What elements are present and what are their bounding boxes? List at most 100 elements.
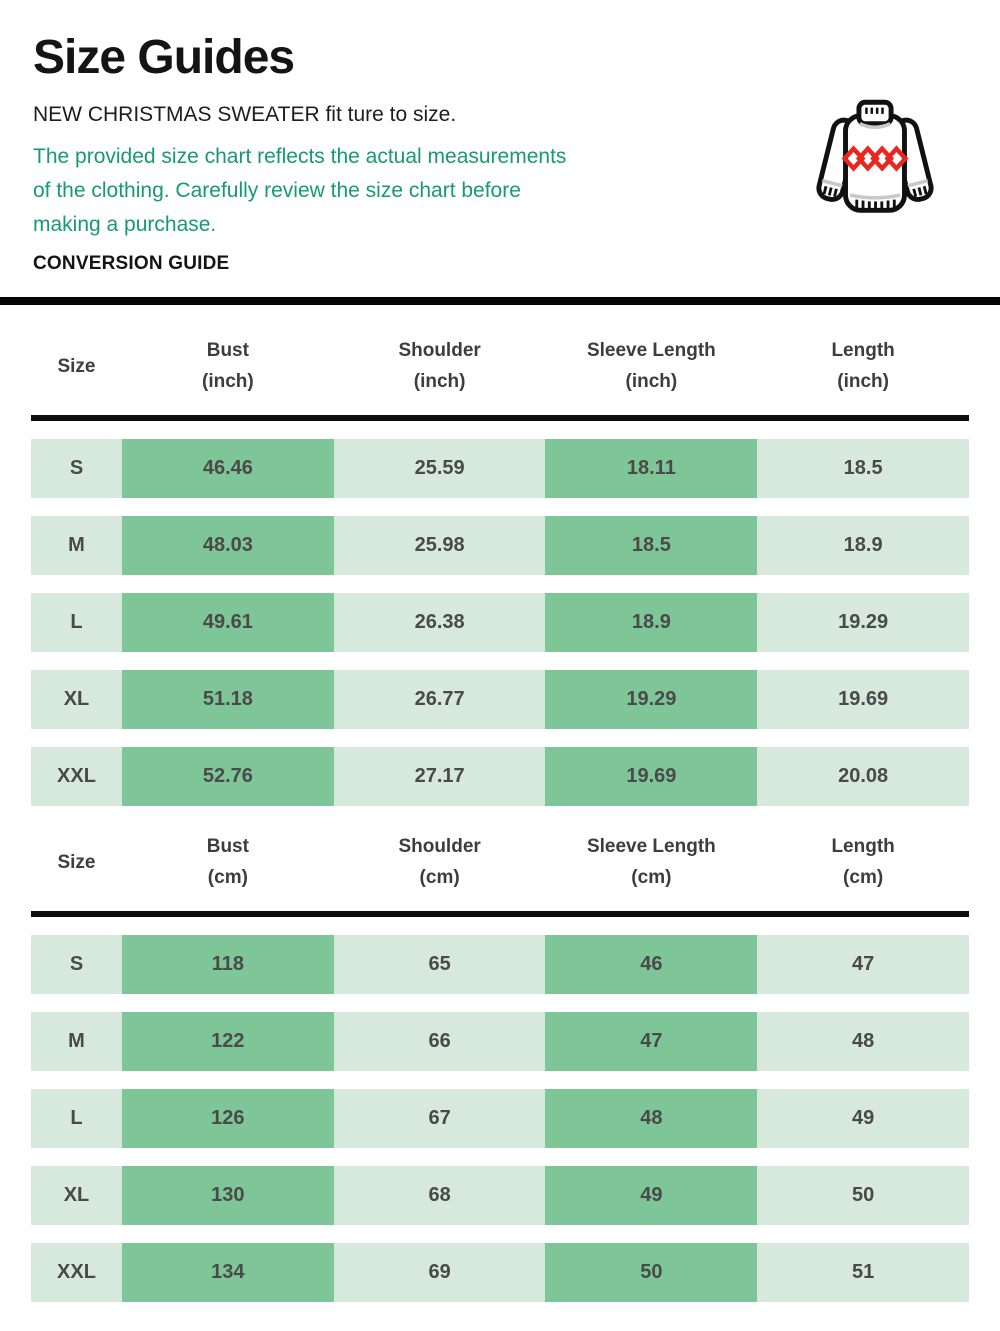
column-label: Bust	[206, 340, 249, 361]
size-cell: XL	[31, 670, 122, 729]
column-header-size: Size	[31, 351, 122, 382]
length-cell: 50	[757, 1166, 969, 1225]
table-row-xl: XL 51.18 26.77 19.29 19.69	[31, 670, 969, 729]
christmas-sweater-icon	[808, 94, 942, 232]
size-cell: S	[31, 935, 122, 994]
table-row-xxl: XXL 134 69 50 51	[31, 1243, 969, 1302]
shoulder-cell: 65	[333, 935, 546, 994]
bust-cell: 130	[121, 1166, 334, 1225]
column-header-length: Length (cm)	[757, 831, 969, 893]
length-cell: 19.69	[757, 670, 969, 729]
shoulder-cell: 27.17	[333, 747, 546, 806]
column-header-sleeve-length: Sleeve Length (cm)	[545, 831, 757, 893]
shoulder-cell: 69	[333, 1243, 546, 1302]
size-cell: L	[31, 1089, 122, 1148]
table-row-s: S 118 65 46 47	[31, 935, 969, 994]
bust-cell: 52.76	[121, 747, 334, 806]
column-header-bust: Bust (inch)	[122, 335, 334, 397]
table-header-row-inch: Size Bust (inch) Shoulder (inch) Sleeve …	[31, 305, 969, 415]
shoulder-cell: 26.38	[333, 593, 546, 652]
length-cell: 20.08	[757, 747, 969, 806]
shoulder-cell: 25.98	[333, 516, 546, 575]
column-unit: (inch)	[837, 371, 889, 392]
length-cell: 19.29	[757, 593, 969, 652]
size-cell: M	[31, 1012, 122, 1071]
note-line: of the clothing. Carefully review the si…	[33, 179, 521, 202]
note-line: making a purchase.	[33, 213, 217, 236]
header-divider-line	[31, 415, 969, 421]
column-unit: (cm)	[419, 867, 460, 888]
column-unit: (inch)	[202, 371, 254, 392]
table-row-l: L 49.61 26.38 18.9 19.29	[31, 593, 969, 652]
size-table-cm: Size Bust (cm) Shoulder (cm) Sleeve Leng…	[31, 806, 969, 1302]
length-cell: 47	[757, 935, 969, 994]
size-cell: M	[31, 516, 122, 575]
table-row-l: L 126 67 48 49	[31, 1089, 969, 1148]
column-header-length: Length (inch)	[757, 335, 969, 397]
column-label: Sleeve Length	[586, 836, 716, 857]
size-cell: L	[31, 593, 122, 652]
table-row-m: M 122 66 47 48	[31, 1012, 969, 1071]
bust-cell: 122	[121, 1012, 334, 1071]
size-cell: S	[31, 439, 122, 498]
conversion-guide-label: CONVERSION GUIDE	[33, 253, 230, 274]
size-table-inch: Size Bust (inch) Shoulder (inch) Sleeve …	[31, 305, 969, 806]
table-row-xxl: XXL 52.76 27.17 19.69 20.08	[31, 747, 969, 806]
bust-cell: 126	[121, 1089, 334, 1148]
page-header: Size Guides NEW CHRISTMAS SWEATER fit tu…	[0, 0, 1000, 275]
column-label: Shoulder	[398, 836, 481, 857]
size-tables: Size Bust (inch) Shoulder (inch) Sleeve …	[31, 305, 969, 1302]
sleeve-cell: 19.29	[545, 670, 758, 729]
sleeve-cell: 50	[545, 1243, 758, 1302]
length-cell: 48	[757, 1012, 969, 1071]
top-divider-bar	[0, 297, 1000, 305]
sleeve-cell: 18.5	[545, 516, 758, 575]
column-unit: (cm)	[631, 867, 672, 888]
header-divider-line	[31, 911, 969, 917]
intro-text: NEW CHRISTMAS SWEATER fit ture to size.	[33, 103, 457, 126]
bust-cell: 46.46	[121, 439, 334, 498]
size-chart-note: The provided size chart reflects the act…	[33, 140, 967, 242]
table-row-s: S 46.46 25.59 18.11 18.5	[31, 439, 969, 498]
column-label: Size	[57, 851, 96, 873]
length-cell: 49	[757, 1089, 969, 1148]
note-line: The provided size chart reflects the act…	[33, 145, 567, 168]
shoulder-cell: 68	[333, 1166, 546, 1225]
bust-cell: 48.03	[121, 516, 334, 575]
sleeve-cell: 46	[545, 935, 758, 994]
column-unit: (cm)	[843, 867, 884, 888]
shoulder-cell: 25.59	[333, 439, 546, 498]
size-cell: XXL	[31, 747, 122, 806]
column-label: Sleeve Length	[586, 340, 716, 361]
column-label: Shoulder	[398, 340, 481, 361]
column-label: Length	[831, 836, 895, 857]
shoulder-cell: 66	[333, 1012, 546, 1071]
column-label: Bust	[206, 836, 249, 857]
column-unit: (cm)	[207, 867, 248, 888]
shoulder-cell: 26.77	[333, 670, 546, 729]
sleeve-cell: 18.11	[545, 439, 758, 498]
column-header-shoulder: Shoulder (cm)	[334, 831, 546, 893]
column-unit: (inch)	[413, 371, 466, 392]
bust-cell: 134	[121, 1243, 334, 1302]
column-header-bust: Bust (cm)	[122, 831, 334, 893]
column-unit: (inch)	[625, 371, 678, 392]
length-cell: 18.9	[757, 516, 969, 575]
column-header-size: Size	[31, 847, 122, 878]
length-cell: 51	[757, 1243, 969, 1302]
sleeve-cell: 18.9	[545, 593, 758, 652]
table-header-row-cm: Size Bust (cm) Shoulder (cm) Sleeve Leng…	[31, 806, 969, 911]
column-label: Length	[831, 340, 895, 361]
page-title: Size Guides	[33, 31, 295, 84]
column-label: Size	[57, 355, 96, 377]
shoulder-cell: 67	[333, 1089, 546, 1148]
sleeve-cell: 19.69	[545, 747, 758, 806]
column-header-sleeve-length: Sleeve Length (inch)	[545, 335, 757, 397]
sleeve-cell: 49	[545, 1166, 758, 1225]
sleeve-cell: 47	[545, 1012, 758, 1071]
bust-cell: 49.61	[121, 593, 334, 652]
column-header-shoulder: Shoulder (inch)	[334, 335, 546, 397]
sleeve-cell: 48	[545, 1089, 758, 1148]
table-row-m: M 48.03 25.98 18.5 18.9	[31, 516, 969, 575]
bust-cell: 118	[121, 935, 334, 994]
